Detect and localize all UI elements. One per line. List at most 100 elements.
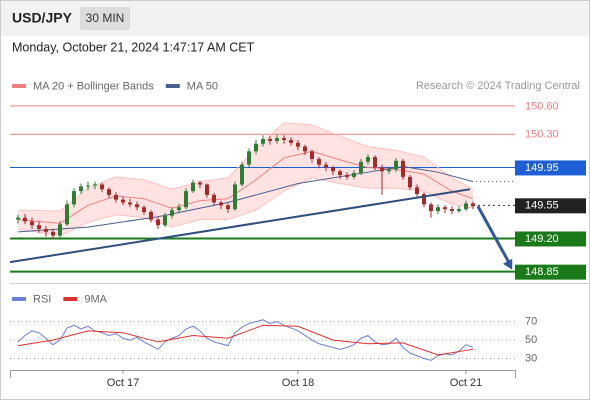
candle-body bbox=[422, 193, 426, 205]
rsi-line bbox=[17, 324, 474, 356]
level-label: 148.85 bbox=[525, 266, 559, 278]
x-tick-label: Oct 21 bbox=[450, 377, 482, 389]
y-tick-label: 50 bbox=[525, 334, 537, 346]
candle-body bbox=[128, 202, 132, 205]
level-label: 150.30 bbox=[525, 129, 559, 141]
level-label: 149.20 bbox=[525, 233, 559, 245]
candle-body bbox=[93, 184, 97, 186]
candle-body bbox=[450, 209, 454, 212]
candle-body bbox=[86, 185, 90, 187]
legend-swatch bbox=[165, 84, 180, 88]
candle-body bbox=[373, 157, 377, 168]
candle-body bbox=[303, 146, 307, 152]
candle-body bbox=[16, 217, 20, 220]
candle-body bbox=[58, 224, 62, 236]
candle-body bbox=[324, 164, 328, 168]
candle-body bbox=[310, 151, 314, 159]
bollinger-band bbox=[18, 122, 473, 236]
candle-body bbox=[352, 173, 356, 177]
candle-body bbox=[177, 207, 181, 211]
candle-body bbox=[436, 207, 440, 212]
x-tick-label: Oct 18 bbox=[282, 377, 314, 389]
candle-body bbox=[282, 138, 286, 140]
candle-body bbox=[233, 184, 237, 210]
candle-body bbox=[72, 191, 76, 205]
candle-body bbox=[212, 194, 216, 203]
candle-body bbox=[156, 219, 160, 226]
level-label: 150.60 bbox=[525, 100, 559, 112]
candle-body bbox=[289, 139, 293, 143]
level-label-box bbox=[515, 231, 586, 247]
candle-body bbox=[366, 157, 370, 162]
candle-body bbox=[261, 139, 265, 144]
candle-body bbox=[338, 171, 342, 176]
level-label-box bbox=[515, 198, 586, 214]
date: Monday, October 21, 2024 1:47:17 AM CET bbox=[12, 40, 255, 54]
candle-body bbox=[380, 167, 384, 172]
legend-swatch bbox=[12, 297, 26, 301]
candle-body bbox=[331, 167, 335, 172]
timeframe-box bbox=[80, 7, 130, 30]
candle-body bbox=[191, 182, 195, 192]
trend-line bbox=[9, 188, 471, 264]
candle-body bbox=[205, 184, 209, 195]
legend-label: MA 20 + Bollinger Bands bbox=[33, 80, 154, 92]
forecast-arrow bbox=[476, 205, 512, 266]
candle-body bbox=[149, 211, 153, 220]
candle-body bbox=[254, 143, 258, 152]
legend-label: RSI bbox=[33, 293, 51, 305]
candle-body bbox=[408, 176, 412, 188]
candle-body bbox=[387, 169, 391, 172]
candle-body bbox=[401, 160, 405, 177]
candle-body bbox=[345, 175, 349, 177]
legend-label: 9MA bbox=[84, 293, 107, 305]
candle-body bbox=[37, 225, 41, 230]
candle-body bbox=[226, 205, 230, 210]
symbol: USD/JPY bbox=[12, 10, 73, 26]
candle-body bbox=[471, 203, 475, 207]
candle-body bbox=[184, 191, 188, 208]
candle-body bbox=[394, 160, 398, 170]
legend-swatch bbox=[63, 297, 78, 301]
candle-body bbox=[23, 217, 27, 222]
candle-body bbox=[198, 182, 202, 185]
candle-body bbox=[464, 203, 468, 210]
level-label: 149.95 bbox=[525, 162, 559, 174]
candle-body bbox=[247, 151, 251, 165]
candle-body bbox=[65, 204, 69, 225]
candle-body bbox=[142, 207, 146, 212]
level-label-box bbox=[515, 264, 586, 280]
legend-swatch bbox=[12, 84, 26, 88]
level-label: 149.55 bbox=[525, 200, 559, 212]
rsi-line bbox=[17, 319, 474, 361]
candle-body bbox=[275, 138, 279, 141]
y-tick-label: 70 bbox=[525, 316, 537, 328]
candle-body bbox=[457, 209, 461, 212]
timeframe: 30 MIN bbox=[86, 11, 125, 25]
candle-body bbox=[443, 207, 447, 210]
candle-body bbox=[44, 229, 48, 232]
level-label-box bbox=[515, 160, 586, 176]
candle-body bbox=[170, 210, 174, 216]
candle-body bbox=[317, 158, 321, 165]
bollinger-lower bbox=[17, 177, 474, 237]
arrow-head bbox=[502, 258, 513, 270]
candle-body bbox=[51, 231, 55, 236]
candle-body bbox=[359, 161, 363, 174]
source: Research © 2024 Trading Central bbox=[416, 80, 580, 92]
candle-body bbox=[100, 184, 104, 190]
x-tick-label: Oct 17 bbox=[107, 377, 139, 389]
candle-body bbox=[107, 189, 111, 195]
candle-body bbox=[114, 194, 118, 200]
ma-line bbox=[17, 165, 474, 233]
candle-body bbox=[121, 199, 125, 203]
y-tick-label: 30 bbox=[525, 352, 537, 364]
legend-label: MA 50 bbox=[187, 80, 218, 92]
candle-body bbox=[135, 204, 139, 208]
candle-body bbox=[30, 221, 34, 226]
candle-body bbox=[429, 204, 433, 212]
candle-body bbox=[296, 142, 300, 147]
candle-body bbox=[79, 186, 83, 192]
candle-body bbox=[240, 164, 244, 185]
